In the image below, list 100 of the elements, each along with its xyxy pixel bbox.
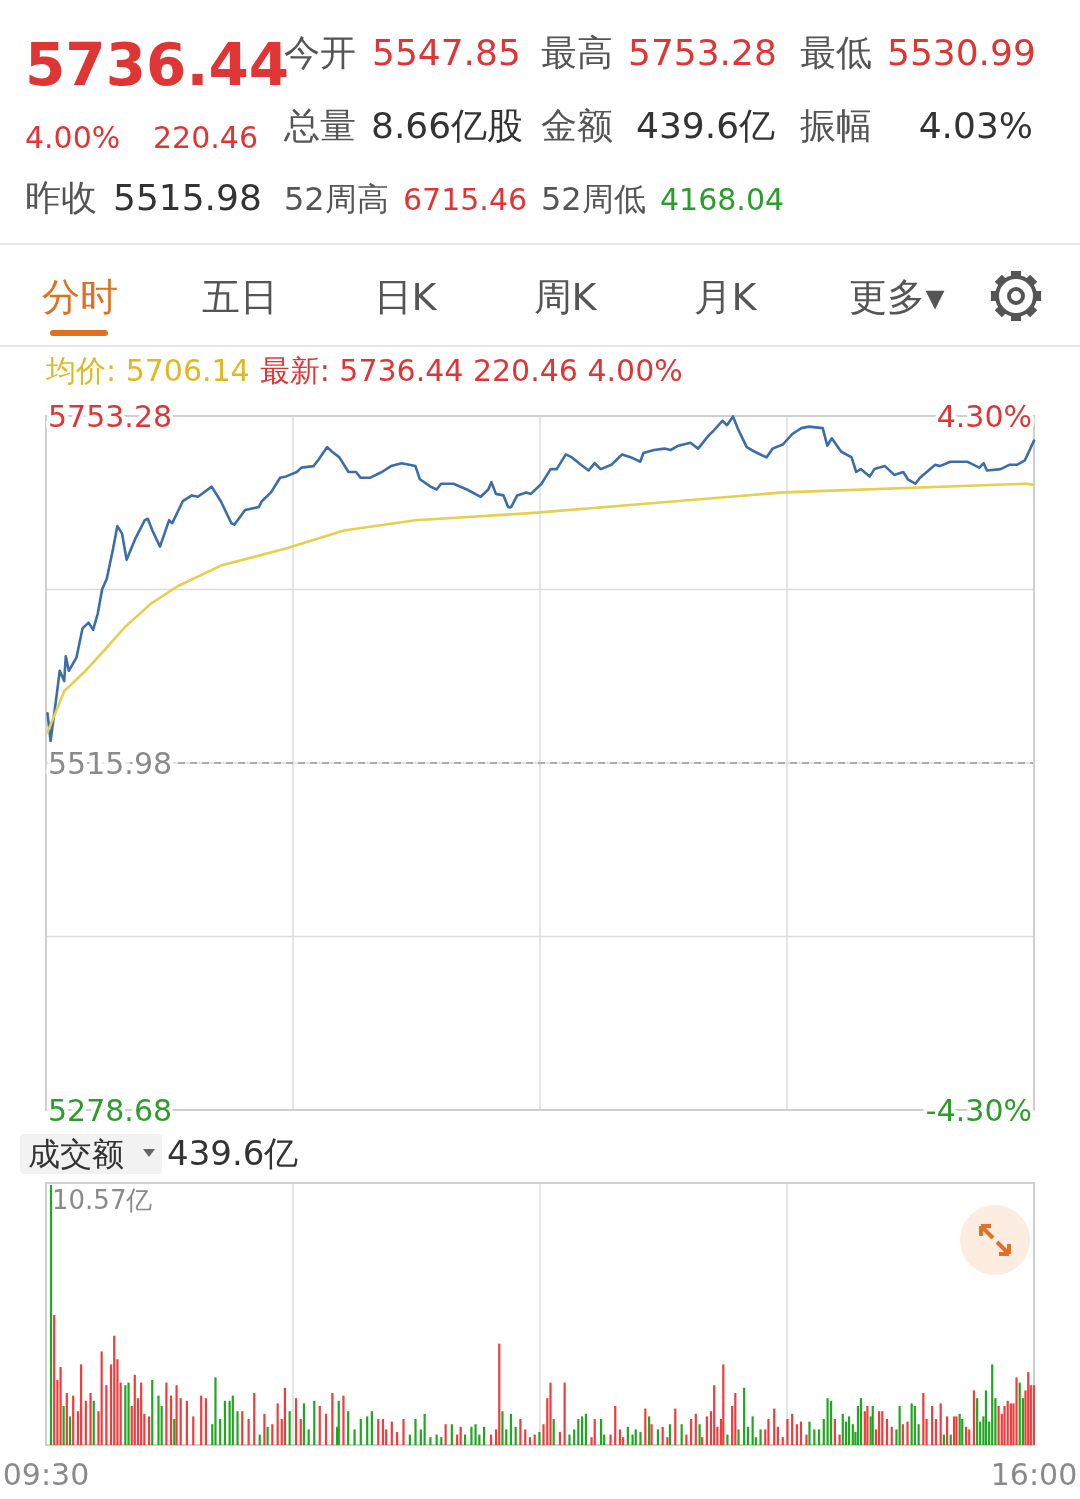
bar [1018, 1382, 1021, 1445]
bar [440, 1437, 443, 1445]
bar [419, 1429, 422, 1445]
bar [366, 1416, 369, 1445]
bar [952, 1416, 956, 1445]
y2-tick-label: -4.30% [925, 1093, 1032, 1128]
bar [689, 1419, 693, 1445]
bar [271, 1424, 274, 1445]
y-tick-label: 5753.28 [48, 399, 173, 434]
bar [972, 1390, 976, 1445]
bar [324, 1413, 328, 1445]
bar [913, 1406, 916, 1445]
line-series [46, 482, 1036, 734]
bar [538, 1432, 541, 1445]
bar [910, 1403, 913, 1445]
y-tick-label: 5515.98 [48, 746, 173, 781]
bar [609, 1434, 612, 1445]
bar [381, 1419, 385, 1445]
bar [618, 1429, 622, 1445]
bar [231, 1395, 234, 1445]
bar [127, 1382, 130, 1445]
bar [151, 1380, 154, 1445]
bar [1009, 1403, 1012, 1445]
bar [781, 1437, 784, 1445]
text: 最高 [541, 32, 613, 73]
chart-title: 成交额 [28, 1135, 124, 1173]
bar [313, 1400, 316, 1445]
bar [170, 1395, 173, 1445]
bar [173, 1419, 176, 1445]
bar [49, 1185, 53, 1445]
bar [939, 1403, 942, 1445]
bar [370, 1411, 373, 1445]
bar [817, 1429, 821, 1445]
bar [917, 1424, 920, 1445]
bar [680, 1424, 683, 1445]
bar [53, 1315, 56, 1445]
bar [501, 1411, 504, 1445]
bar [105, 1385, 108, 1445]
bar [80, 1364, 83, 1445]
bar [847, 1416, 851, 1445]
bar [414, 1419, 417, 1445]
bar [185, 1400, 188, 1445]
bar [743, 1387, 746, 1445]
bar [639, 1432, 642, 1445]
bar [179, 1398, 182, 1445]
bar [885, 1419, 889, 1445]
bar [214, 1377, 217, 1445]
text: 总量 [283, 105, 356, 146]
bar [92, 1400, 95, 1445]
bar [726, 1434, 729, 1445]
bar [266, 1426, 269, 1445]
bar [353, 1429, 356, 1445]
bar [851, 1424, 854, 1445]
bar [573, 1429, 576, 1445]
text: 5515.98 [113, 177, 262, 218]
bar [288, 1411, 291, 1445]
bar [192, 1416, 195, 1445]
bar [666, 1437, 669, 1445]
bar [402, 1419, 405, 1445]
bar [773, 1408, 776, 1445]
text: 振幅 [800, 105, 872, 146]
bar [759, 1429, 762, 1445]
bar [519, 1419, 522, 1445]
bar [964, 1426, 968, 1445]
bar [223, 1400, 226, 1445]
text: 均价: 5706.14 [45, 353, 250, 388]
bar [318, 1406, 321, 1445]
bar [991, 1364, 994, 1445]
text: 最新: 5736.44 220.46 4.00% [259, 353, 683, 388]
bar [359, 1419, 362, 1445]
bar [459, 1426, 462, 1445]
bar [593, 1419, 596, 1445]
bar [307, 1429, 310, 1445]
bar [247, 1419, 250, 1445]
bar [934, 1419, 938, 1445]
bar [734, 1393, 737, 1445]
text: 4.00% [25, 120, 121, 155]
bar [175, 1385, 178, 1445]
bar [737, 1429, 740, 1445]
bar [377, 1419, 380, 1445]
bar [722, 1364, 725, 1445]
bar [661, 1426, 664, 1445]
bar [157, 1395, 160, 1445]
bar [68, 1416, 72, 1445]
bar [276, 1403, 279, 1445]
bar [89, 1393, 92, 1445]
bar [337, 1400, 340, 1445]
bar [808, 1421, 811, 1445]
bar [968, 1429, 971, 1445]
bar [776, 1426, 779, 1445]
bar [347, 1411, 350, 1445]
bar [656, 1429, 660, 1445]
text: 52周高 [284, 180, 389, 218]
bar [124, 1385, 127, 1445]
bar [509, 1413, 513, 1445]
x-tick-label: 16:00 [990, 1457, 1078, 1492]
bar [263, 1413, 266, 1445]
bar [236, 1411, 239, 1445]
bar [791, 1413, 794, 1445]
text: 439.6亿 [636, 105, 776, 146]
